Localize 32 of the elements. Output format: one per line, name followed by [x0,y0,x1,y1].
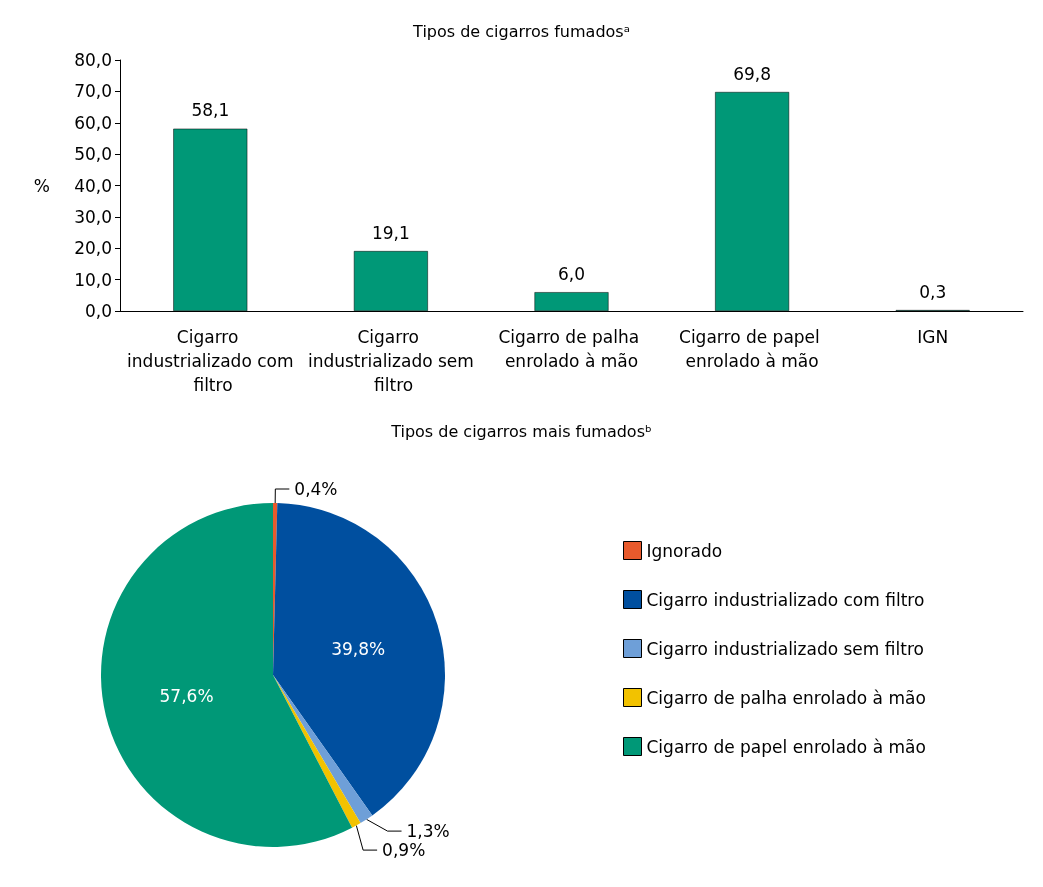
data-label: 57,6% [159,686,214,707]
x-tick-label: Cigarro industrializado com filtro [127,327,294,395]
y-tick-label: 40,0 [74,175,112,196]
y-tick-label: 10,0 [74,269,112,290]
data-label: 19,1 [371,222,410,243]
legend-label: Ignorado [646,540,723,561]
y-tick-label: 80,0 [74,50,112,70]
x-tick-label: Cigarro de papel enrolado à mão [679,327,826,371]
y-tick-label: 60,0 [74,112,112,133]
x-tick-label: IGN [917,327,949,347]
y-axis-title: % [33,175,50,196]
chart-title: Tipos de cigarros mais fumadosᵇ [390,421,652,441]
data-label: 1,3% [406,821,450,842]
y-tick-label: 20,0 [74,238,112,259]
data-label: 69,8 [733,63,772,84]
data-label: 58,1 [191,100,230,121]
legend-label: Cigarro industrializado sem filtro [646,638,924,659]
data-label: 0,9% [382,840,426,861]
x-tick-label: Cigarro de palha enrolado à mão [498,327,645,371]
legend-label: Cigarro de papel enrolado à mão [646,736,926,757]
y-tick-label: 30,0 [74,206,112,227]
chart-title: Tipos de cigarros fumadosᵃ [412,21,630,41]
legend-label: Cigarro industrializado com filtro [646,589,925,610]
data-label: 0,4% [294,479,338,500]
data-label: 0,3 [919,281,947,302]
y-tick-label: 50,0 [74,144,112,165]
legend-label: Cigarro de palha enrolado à mão [646,687,926,708]
x-tick-label: Cigarro industrializado sem filtro [307,327,474,395]
data-label: 6,0 [557,263,586,284]
y-tick-label: 0,0 [84,301,112,321]
data-label: 39,8% [331,639,386,660]
y-tick-label: 70,0 [74,81,112,102]
